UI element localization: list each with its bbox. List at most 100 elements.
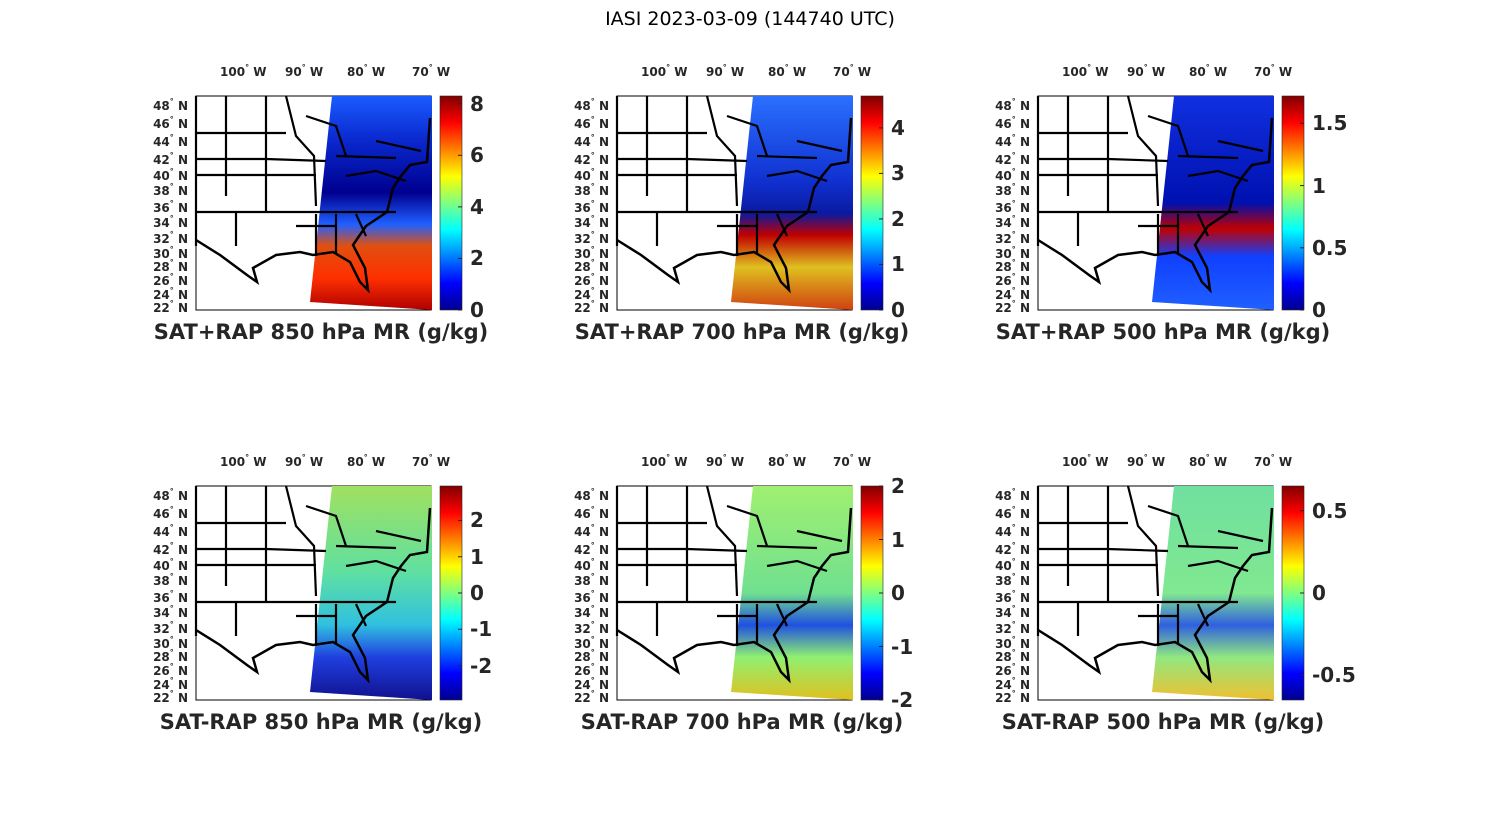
latitude-label: 32° N	[559, 230, 609, 246]
colorbar-tick-label: 0	[1312, 298, 1326, 322]
latitude-label: 30° N	[138, 245, 188, 261]
latitude-label: 24° N	[980, 286, 1030, 302]
state-border	[1126, 95, 1160, 207]
degree-symbol: °	[1011, 167, 1016, 176]
lon-value: 80	[1189, 455, 1206, 469]
lat-value: 38	[153, 184, 170, 198]
lat-value: 48	[995, 489, 1012, 503]
lat-value: 40	[574, 559, 591, 573]
lat-suffix: N	[177, 169, 188, 183]
degree-symbol: °	[590, 572, 595, 581]
latitude-label: 48° N	[138, 487, 188, 503]
lon-value: 100	[220, 65, 246, 79]
latitude-label: 42° N	[138, 541, 188, 557]
lat-value: 22	[153, 301, 170, 315]
degree-symbol: °	[169, 635, 174, 644]
map-panel: 0 1 2 3 4 100° W 90° W 80° W 70° W 48° N 46° N 44° …	[557, 61, 977, 361]
latitude-label: 40° N	[559, 167, 609, 183]
latitude-label: 26° N	[980, 662, 1030, 678]
lat-suffix: N	[177, 288, 188, 302]
lat-suffix: N	[1019, 637, 1030, 651]
latitude-label: 22° N	[559, 689, 609, 705]
lat-suffix: N	[598, 260, 609, 274]
lat-suffix: N	[1019, 274, 1030, 288]
latitude-label: 36° N	[559, 589, 609, 605]
lat-suffix: N	[598, 169, 609, 183]
state-border	[1217, 529, 1264, 543]
degree-symbol: °	[169, 167, 174, 176]
state-border	[1196, 603, 1210, 627]
lat-value: 32	[995, 232, 1012, 246]
coastline	[195, 117, 432, 294]
state-border	[354, 603, 368, 627]
lat-value: 48	[153, 99, 170, 113]
degree-symbol: °	[1011, 299, 1016, 308]
lat-suffix: N	[598, 637, 609, 651]
lat-suffix: N	[598, 201, 609, 215]
lat-value: 28	[995, 260, 1012, 274]
map-svg	[1036, 95, 1305, 311]
lat-value: 28	[153, 260, 170, 274]
degree-symbol: °	[590, 487, 595, 496]
state-border	[796, 139, 843, 153]
latitude-label: 22° N	[980, 299, 1030, 315]
colorbar-tick-label: 0	[470, 581, 484, 605]
lat-value: 28	[995, 650, 1012, 664]
degree-symbol: °	[1011, 676, 1016, 685]
lat-suffix: N	[177, 232, 188, 246]
lat-value: 26	[153, 664, 170, 678]
latitude-label: 34° N	[138, 604, 188, 620]
latitude-label: 42° N	[980, 151, 1030, 167]
coastline	[1037, 507, 1274, 684]
lat-suffix: N	[1019, 489, 1030, 503]
degree-symbol: °	[722, 63, 727, 72]
degree-symbol: °	[1011, 230, 1016, 239]
degree-symbol: °	[169, 541, 174, 550]
degree-symbol: °	[590, 523, 595, 532]
lat-suffix: N	[177, 691, 188, 705]
state-border	[775, 213, 789, 237]
lon-suffix: W	[674, 65, 688, 79]
latitude-label: 24° N	[980, 676, 1030, 692]
degree-symbol: °	[590, 541, 595, 550]
panel-title: SAT+RAP 500 hPa MR (g/kg)	[995, 320, 1331, 344]
lat-suffix: N	[1019, 260, 1030, 274]
map-panel: -2 -1 0 1 2 100° W 90° W 80° W 70° W 48° N 46° N 44…	[557, 451, 977, 751]
latitude-label: 44° N	[138, 523, 188, 539]
lat-value: 36	[153, 201, 170, 215]
lat-value: 44	[574, 525, 591, 539]
degree-symbol: °	[784, 453, 789, 462]
lat-suffix: N	[598, 606, 609, 620]
colorbar	[1281, 95, 1305, 311]
lat-suffix: N	[177, 574, 188, 588]
lat-suffix: N	[1019, 678, 1030, 692]
lat-suffix: N	[598, 559, 609, 573]
lat-value: 30	[574, 637, 591, 651]
latitude-label: 40° N	[980, 557, 1030, 573]
degree-symbol: °	[169, 604, 174, 613]
colorbar-tick-label: 0	[1312, 581, 1326, 605]
degree-symbol: °	[590, 182, 595, 191]
latitude-label: 34° N	[559, 604, 609, 620]
state-border	[1177, 154, 1239, 160]
colorbar-tick-label: 2	[470, 508, 484, 533]
longitude-label: 70° W	[833, 63, 871, 79]
lon-suffix: W	[730, 455, 745, 469]
figure-title: IASI 2023-03-09 (144740 UTC)	[605, 8, 895, 30]
degree-symbol: °	[666, 63, 671, 72]
latitude-label: 44° N	[980, 133, 1030, 149]
latitude-label: 28° N	[980, 258, 1030, 274]
latitude-label: 42° N	[559, 151, 609, 167]
panel-title: SAT-RAP 850 hPa MR (g/kg)	[159, 710, 483, 734]
lat-value: 34	[995, 606, 1012, 620]
latitude-label: 48° N	[559, 487, 609, 503]
lon-value: 100	[220, 455, 246, 469]
lat-value: 38	[995, 184, 1012, 198]
lat-suffix: N	[1019, 184, 1030, 198]
degree-symbol: °	[590, 557, 595, 566]
latitude-label: 22° N	[980, 689, 1030, 705]
degree-symbol: °	[301, 453, 306, 462]
lat-suffix: N	[598, 288, 609, 302]
lat-suffix: N	[598, 591, 609, 605]
